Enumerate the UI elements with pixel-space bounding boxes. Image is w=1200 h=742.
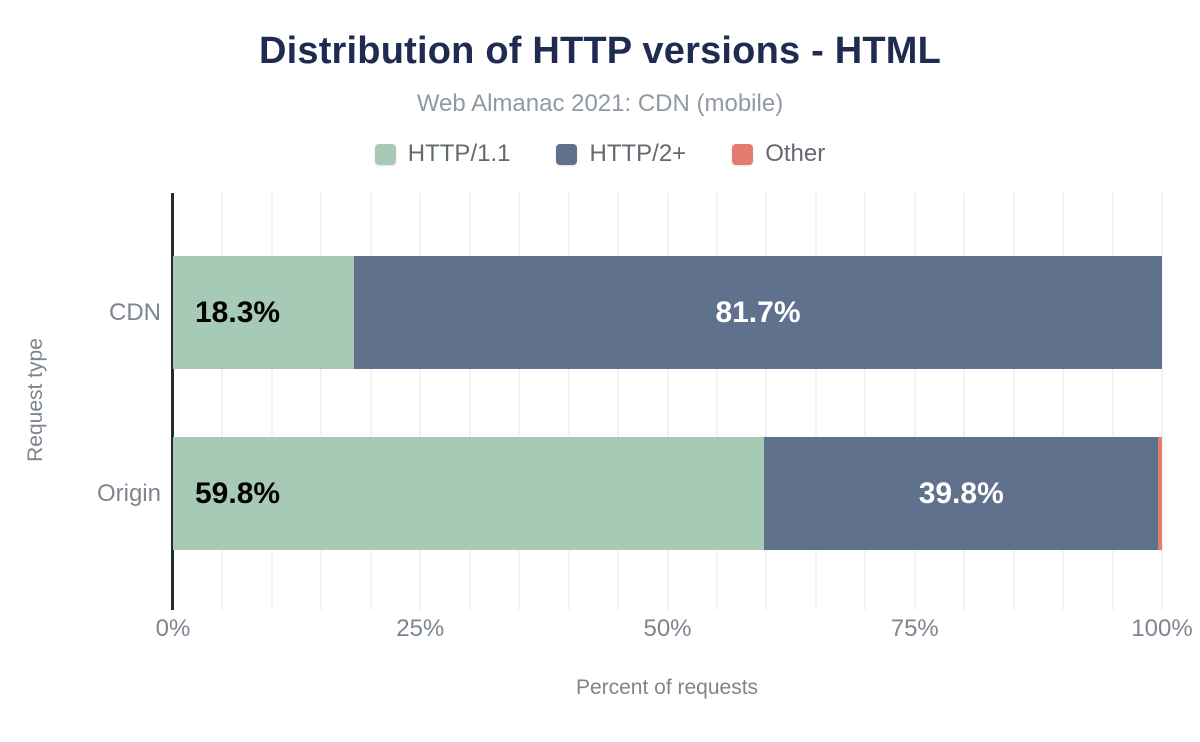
bar-value-label: 59.8% — [195, 476, 281, 510]
gridline-40 — [567, 193, 570, 610]
legend-swatch-http11 — [374, 143, 396, 165]
bar-segment-cdn-http2[interactable]: 81.7% — [353, 256, 1162, 369]
gridline-75 — [913, 193, 916, 610]
x-tick-0: 0% — [155, 615, 191, 642]
bar-segment-origin-other[interactable] — [1158, 437, 1162, 550]
bar-value-label: 18.3% — [195, 295, 281, 329]
legend-item-http2[interactable]: HTTP/2+ — [556, 140, 686, 168]
plot-area: 18.3% 81.7% 59.8% 39.8% — [171, 193, 1163, 610]
gridline-65 — [814, 193, 817, 610]
bar-value-label: 39.8% — [918, 476, 1004, 510]
gridline-95 — [1111, 193, 1114, 610]
legend-item-http11[interactable]: HTTP/1.1 — [374, 140, 511, 168]
x-tick-50: 50% — [643, 615, 692, 642]
bar-segment-cdn-http11[interactable]: 18.3% — [173, 256, 354, 369]
category-label-origin: Origin — [96, 479, 161, 507]
legend: HTTP/1.1 HTTP/2+ Other — [0, 140, 1200, 168]
category-label-cdn: CDN — [109, 298, 161, 326]
gridline-35 — [518, 193, 521, 610]
gridline-15 — [320, 193, 323, 610]
gridline-60 — [765, 193, 768, 610]
legend-label: Other — [765, 140, 826, 167]
x-tick-100: 100% — [1131, 615, 1193, 642]
gridline-55 — [715, 193, 718, 610]
bar-row-cdn: 18.3% 81.7% — [173, 256, 1162, 369]
bar-value-label: 81.7% — [715, 295, 801, 329]
bar-segment-origin-http2[interactable]: 39.8% — [764, 437, 1159, 550]
gridline-80 — [963, 193, 966, 610]
gridline-30 — [468, 193, 471, 610]
bar-segment-origin-http11[interactable]: 59.8% — [173, 437, 765, 550]
gridline-50 — [666, 193, 669, 610]
gridline-85 — [1012, 193, 1015, 610]
gridline-20 — [369, 193, 372, 610]
legend-label: HTTP/2+ — [589, 140, 687, 167]
legend-item-other[interactable]: Other — [732, 140, 825, 168]
chart-title: Distribution of HTTP versions - HTML — [258, 30, 942, 72]
gridline-10 — [270, 193, 273, 610]
gridline-90 — [1062, 193, 1065, 610]
gridline-100 — [1161, 193, 1163, 610]
legend-label: HTTP/1.1 — [407, 140, 511, 167]
bar-row-origin: 59.8% 39.8% — [173, 437, 1162, 550]
chart-subtitle: Web Almanac 2021: CDN (mobile) — [416, 90, 784, 117]
x-tick-75: 75% — [890, 615, 939, 642]
x-axis-title: Percent of requests — [575, 676, 759, 699]
y-axis-title: Request type — [24, 338, 47, 462]
y-axis-line — [171, 193, 174, 610]
gridline-70 — [864, 193, 867, 610]
gridline-5 — [221, 193, 224, 610]
gridline-25 — [419, 193, 422, 610]
x-tick-25: 25% — [396, 615, 445, 642]
legend-swatch-http2 — [556, 143, 578, 165]
gridline-45 — [617, 193, 620, 610]
legend-swatch-other — [732, 143, 754, 165]
